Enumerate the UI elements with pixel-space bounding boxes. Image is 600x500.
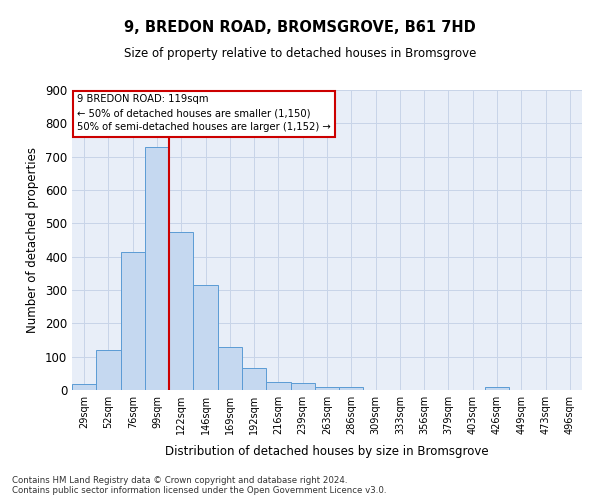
Bar (169, 232, 193, 390)
Bar (485, 386, 509, 390)
X-axis label: Distribution of detached houses by size in Bromsgrove: Distribution of detached houses by size … (165, 446, 489, 458)
Bar (218, 346, 242, 390)
Text: Size of property relative to detached houses in Bromsgrove: Size of property relative to detached ho… (124, 48, 476, 60)
Bar (193, 285, 218, 390)
Bar (72, 384, 96, 390)
Bar (266, 382, 290, 390)
Bar (96, 350, 121, 390)
Bar (242, 368, 266, 390)
Text: 9, BREDON ROAD, BROMSGROVE, B61 7HD: 9, BREDON ROAD, BROMSGROVE, B61 7HD (124, 20, 476, 35)
Bar (315, 388, 339, 390)
Text: 9 BREDON ROAD: 119sqm
← 50% of detached houses are smaller (1,150)
50% of semi-d: 9 BREDON ROAD: 119sqm ← 50% of detached … (77, 94, 331, 132)
Bar (121, 252, 145, 390)
Y-axis label: Number of detached properties: Number of detached properties (26, 147, 40, 333)
Bar (339, 388, 364, 390)
Bar (145, 146, 169, 390)
Text: Contains HM Land Registry data © Crown copyright and database right 2024.
Contai: Contains HM Land Registry data © Crown c… (12, 476, 386, 495)
Bar (290, 384, 315, 390)
